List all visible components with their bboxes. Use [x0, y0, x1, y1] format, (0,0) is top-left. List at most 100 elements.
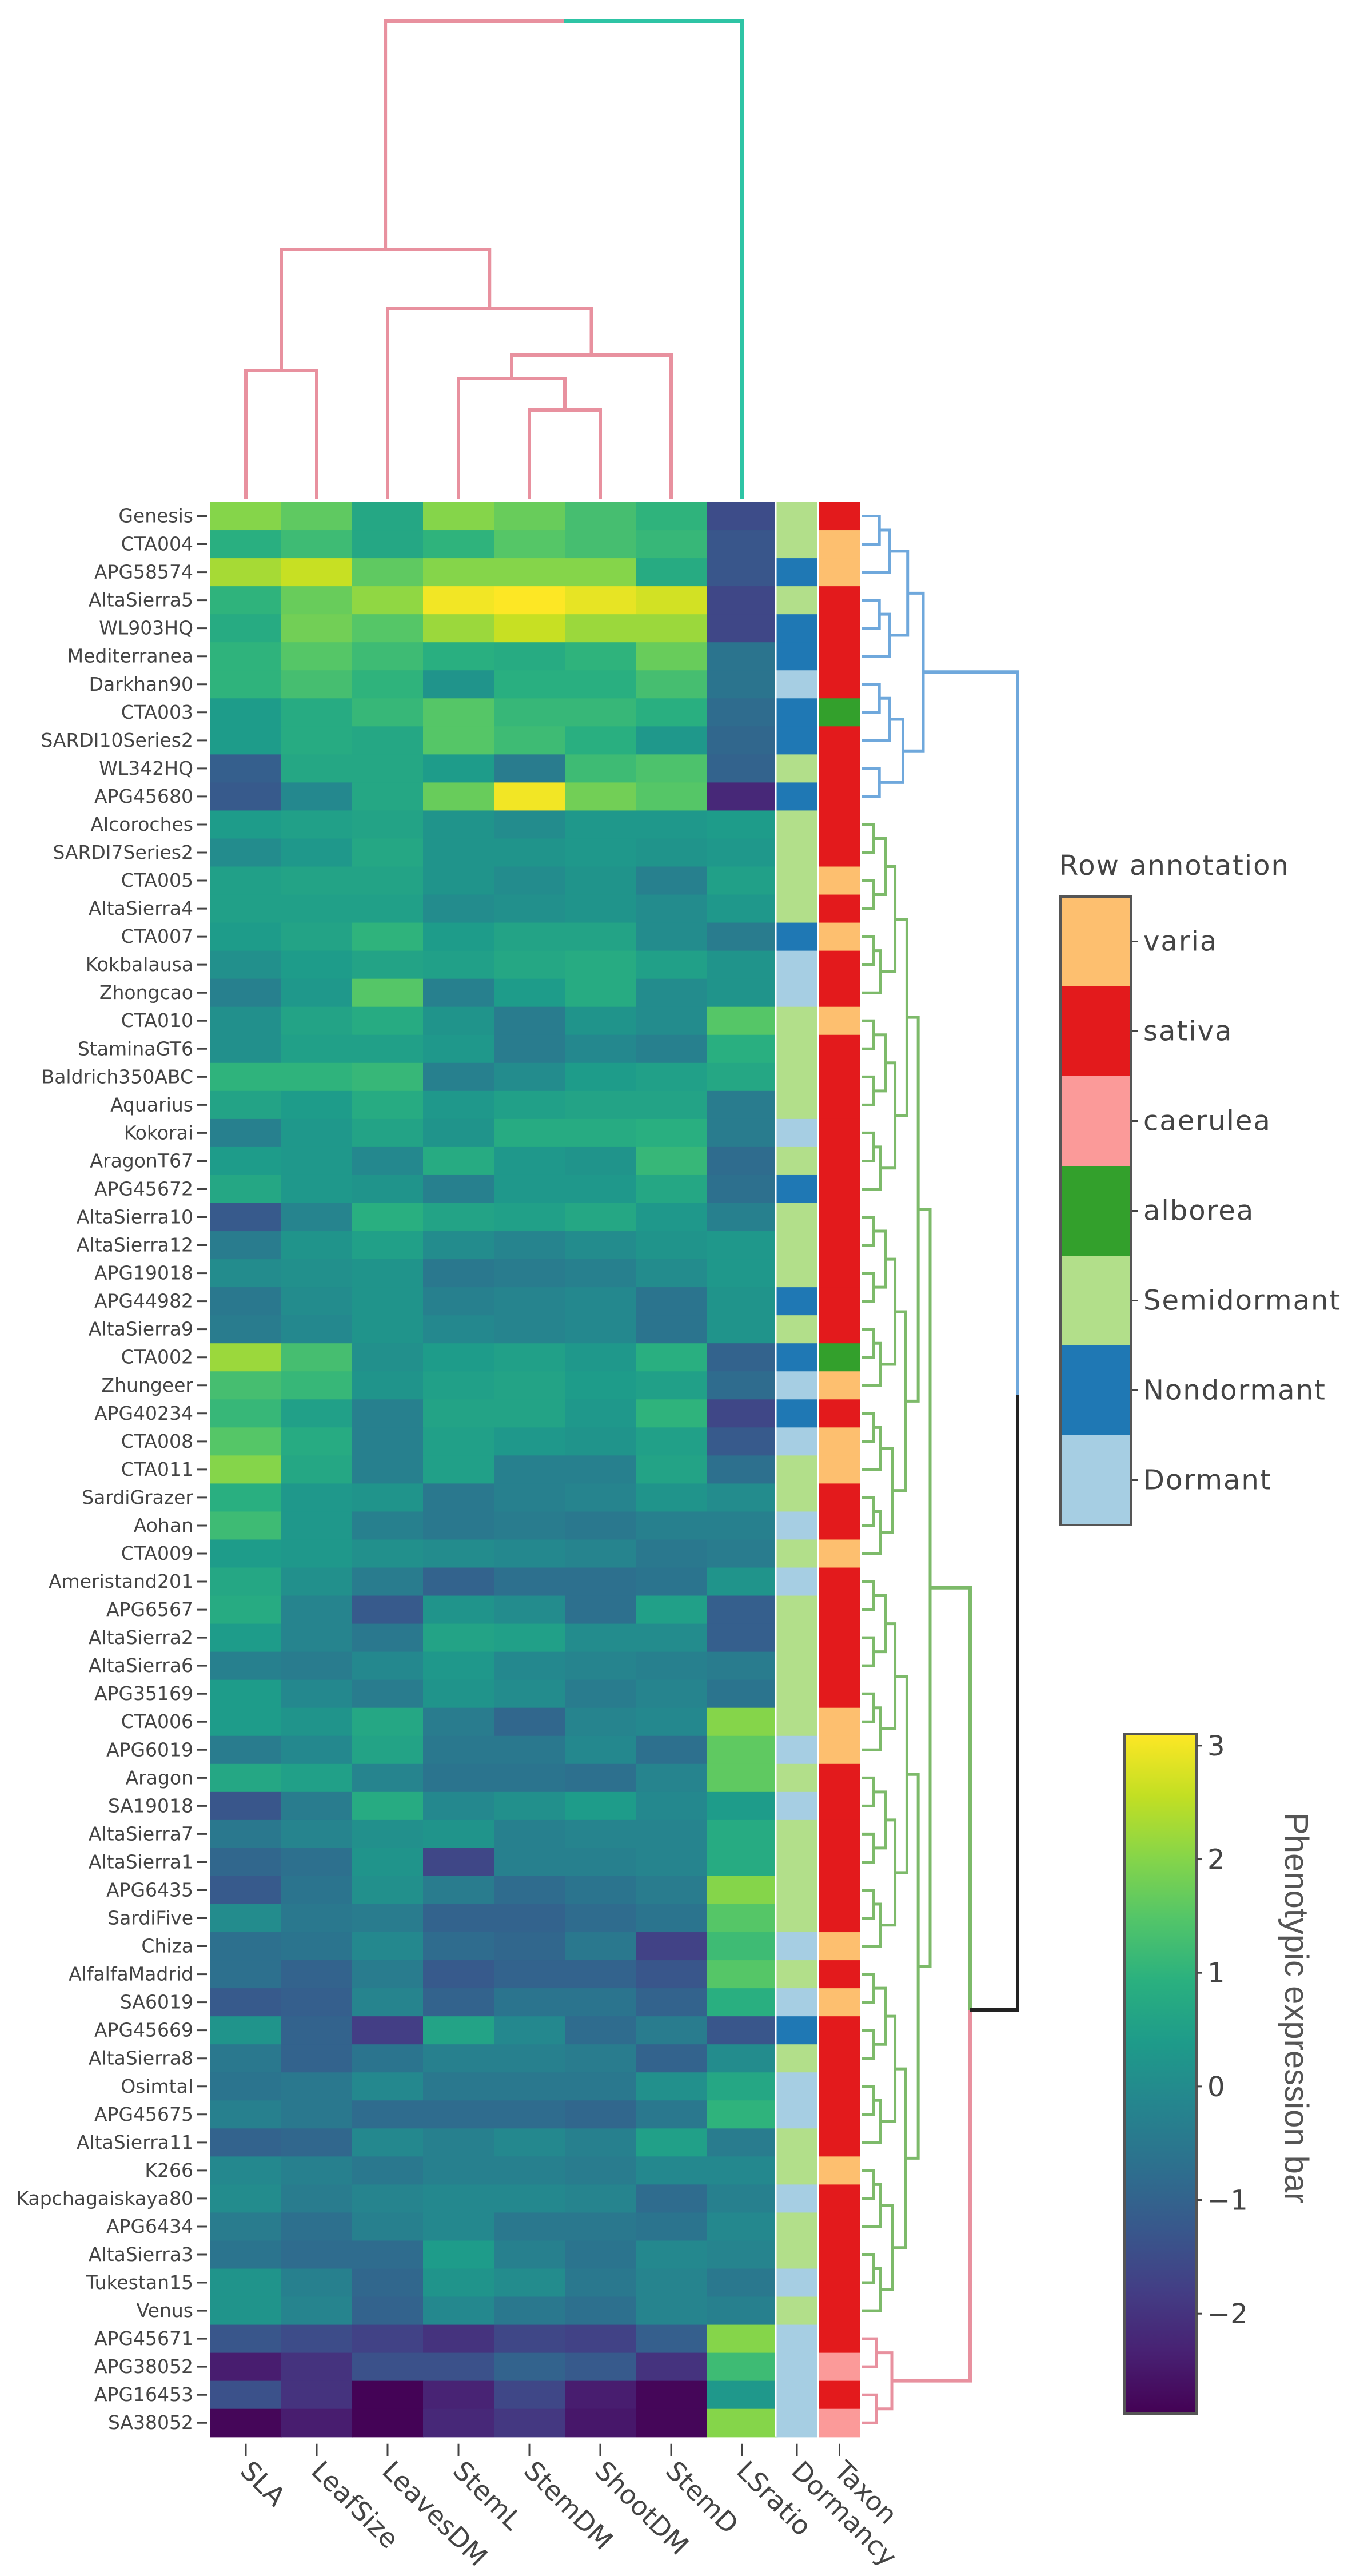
dormancy-cell	[776, 1371, 817, 1400]
taxon-cell	[819, 2128, 860, 2157]
heatmap-cell	[565, 1427, 636, 1456]
heatmap-cell	[707, 1735, 778, 1765]
heatmap-cell	[636, 894, 707, 923]
dormancy-cell	[776, 754, 817, 783]
heatmap-cell	[636, 866, 707, 895]
heatmap-cell	[707, 1371, 778, 1400]
heatmap-cell	[707, 2072, 778, 2101]
heatmap-cell	[281, 922, 353, 951]
heatmap-cell	[707, 1231, 778, 1260]
row-label: AltaSierra9	[89, 1318, 193, 1340]
taxon-cell	[819, 2268, 860, 2298]
taxon-cell	[819, 1455, 860, 1484]
heatmap-cell	[352, 2184, 424, 2213]
heatmap-cell	[494, 2268, 565, 2298]
legend-swatch-sativa	[1060, 986, 1131, 1076]
taxon-cell	[819, 2156, 860, 2185]
row-label: APG6567	[106, 1598, 193, 1621]
heatmap-cell	[423, 2016, 494, 2045]
heatmap-cell	[352, 1707, 424, 1737]
heatmap-cell	[494, 1623, 565, 1653]
heatmap-cell	[423, 1595, 494, 1625]
row-dendrogram-link	[862, 1496, 875, 1527]
heatmap-cell	[636, 1315, 707, 1344]
taxon-cell	[819, 2324, 860, 2354]
row-dendrogram-link	[862, 612, 891, 658]
heatmap-cell	[281, 1876, 353, 1905]
heatmap-cell	[636, 838, 707, 867]
heatmap-cell	[352, 1006, 424, 1036]
heatmap-cell	[423, 950, 494, 980]
heatmap-cell	[494, 1118, 565, 1148]
heatmap-cell	[423, 2380, 494, 2410]
legend-swatch-alborea	[1060, 1166, 1131, 1256]
heatmap-cell	[210, 2408, 282, 2438]
row-label: CTA003	[121, 701, 193, 723]
taxon-cell	[819, 1988, 860, 2017]
heatmap-cell	[281, 1399, 353, 1428]
heatmap-cell	[494, 2100, 565, 2129]
heatmap-cell	[423, 2128, 494, 2157]
heatmap-cell	[636, 1595, 707, 1625]
heatmap-cell	[707, 1651, 778, 1681]
heatmap-cell	[707, 586, 778, 615]
heatmap-cell	[494, 1006, 565, 1036]
heatmap-cell	[707, 1343, 778, 1372]
heatmap-cell	[210, 1399, 282, 1428]
heatmap-cell	[281, 1118, 353, 1148]
heatmap-cell	[352, 1146, 424, 1176]
heatmap-cell	[565, 950, 636, 980]
heatmap-cell	[565, 1595, 636, 1625]
heatmap-cell	[210, 1371, 282, 1400]
heatmap-cell	[636, 1062, 707, 1092]
dormancy-cell	[776, 782, 817, 811]
heatmap-cell	[281, 1511, 353, 1540]
heatmap-cell	[210, 810, 282, 839]
heatmap-cell	[636, 2324, 707, 2354]
heatmap-cell	[281, 2044, 353, 2073]
taxon-cell	[819, 1876, 860, 1905]
heatmap-cell	[636, 1763, 707, 1793]
heatmap-cell	[210, 1427, 282, 1456]
dormancy-cell	[776, 978, 817, 1008]
heatmap-cell	[210, 1904, 282, 1933]
dormancy-cell	[776, 642, 817, 671]
dormancy-cell	[776, 810, 817, 839]
dormancy-cell	[776, 1259, 817, 1288]
dormancy-cell	[776, 1763, 817, 1793]
row-label: Osimtal	[121, 2075, 193, 2097]
heatmap-cell	[636, 2352, 707, 2382]
heatmap-cell	[565, 2352, 636, 2382]
heatmap-cell	[281, 1483, 353, 1512]
row-dendrogram-link	[918, 1208, 932, 1968]
heatmap-cell	[423, 726, 494, 755]
row-dendrogram-link	[862, 767, 881, 798]
heatmap-cell	[423, 2184, 494, 2213]
heatmap-cell	[210, 1287, 282, 1316]
heatmap-cell	[565, 2240, 636, 2270]
taxon-cell	[819, 1118, 860, 1148]
heatmap-cell	[565, 2324, 636, 2354]
heatmap-cell	[565, 614, 636, 643]
row-label: Aragon	[126, 1766, 193, 1789]
heatmap-cell	[423, 1483, 494, 1512]
heatmap-cell	[494, 1146, 565, 1176]
column-dendrogram-link	[457, 377, 567, 499]
heatmap-cell	[423, 810, 494, 839]
heatmap-cell	[281, 2212, 353, 2241]
heatmap-cell	[707, 1791, 778, 1821]
heatmap-cell	[494, 1511, 565, 1540]
taxon-cell	[819, 1343, 860, 1372]
heatmap-cell	[707, 782, 778, 811]
heatmap-cell	[281, 1174, 353, 1204]
colorbar-tick-label: −1	[1207, 2185, 1248, 2217]
heatmap-cell	[423, 1315, 494, 1344]
dormancy-cell	[776, 1146, 817, 1176]
row-label: Kokbalausa	[86, 953, 193, 976]
dormancy-cell	[776, 2016, 817, 2045]
heatmap-cell	[565, 1062, 636, 1092]
dormancy-cell	[776, 502, 817, 531]
heatmap-cell	[636, 1623, 707, 1653]
heatmap-cell	[210, 1735, 282, 1765]
heatmap-cell	[210, 1090, 282, 1120]
